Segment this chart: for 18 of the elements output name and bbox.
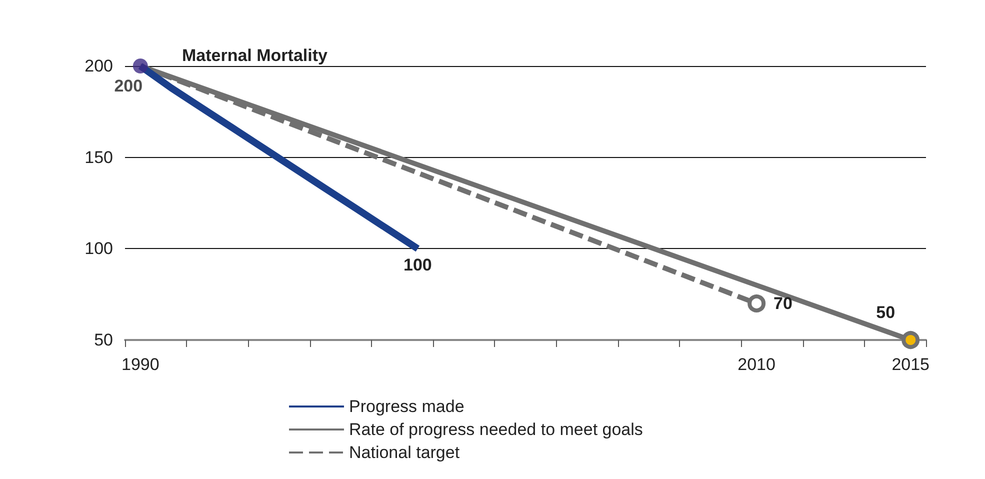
legend-label: National target bbox=[349, 443, 460, 462]
chart-title: Maternal Mortality bbox=[182, 46, 328, 65]
legend-label: Rate of progress needed to meet goals bbox=[349, 420, 643, 439]
point bbox=[902, 331, 920, 349]
x-tick-label: 2015 bbox=[892, 355, 930, 374]
point bbox=[132, 58, 148, 74]
y-tick-label: 50 bbox=[94, 330, 113, 350]
x-tick-label: 1990 bbox=[121, 355, 160, 374]
data-label: 200 bbox=[114, 76, 143, 96]
y-tick-label: 150 bbox=[84, 148, 113, 167]
y-tick-label: 100 bbox=[84, 239, 113, 258]
legend-label: Progress made bbox=[349, 397, 464, 416]
data-label: 50 bbox=[876, 303, 896, 322]
data-label: 100 bbox=[403, 256, 432, 275]
point bbox=[748, 294, 766, 312]
y-tick-label: 200 bbox=[84, 56, 113, 76]
x-tick-label: 2010 bbox=[738, 355, 776, 374]
data-label: 70 bbox=[774, 294, 792, 313]
